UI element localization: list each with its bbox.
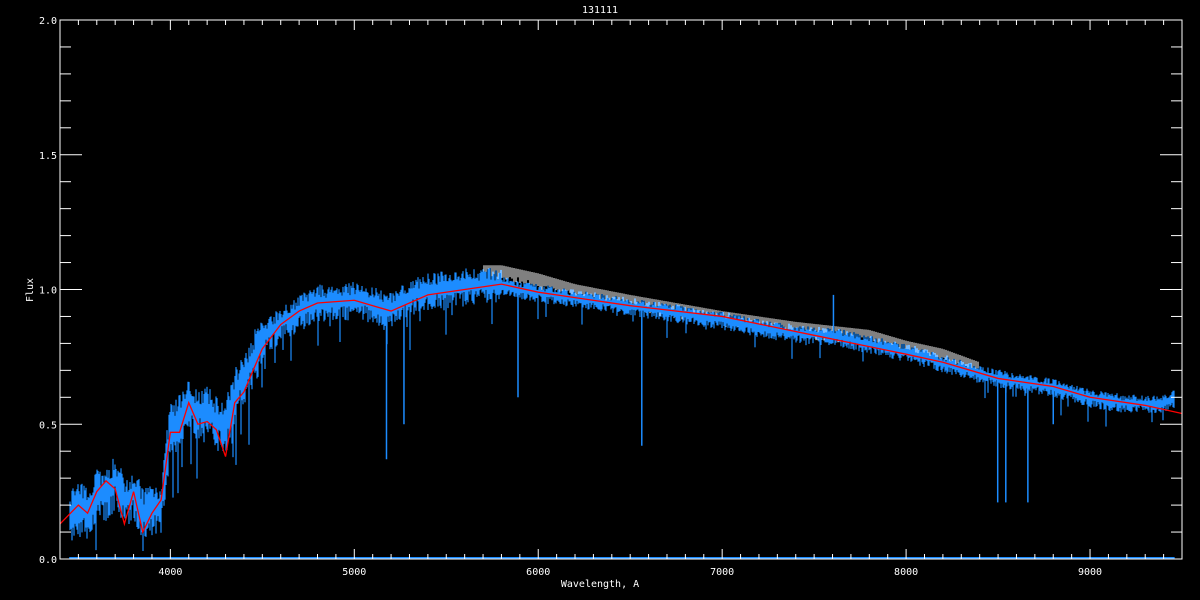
x-tick-label: 8000 xyxy=(894,567,918,578)
data-layer xyxy=(59,265,1183,559)
x-tick-label: 7000 xyxy=(710,567,734,578)
y-tick-label: 2.0 xyxy=(39,16,57,27)
model-line xyxy=(59,283,1183,534)
y-tick-label: 0.0 xyxy=(39,555,57,566)
y-tick-label: 1.5 xyxy=(39,151,57,162)
y-tick-label: 0.5 xyxy=(39,420,57,431)
x-tick-label: 5000 xyxy=(342,567,366,578)
axes xyxy=(59,19,1183,560)
y-tick-label: 1.0 xyxy=(39,286,57,297)
x-axis-label: Wavelength, A xyxy=(561,579,639,590)
tick-labels: 4000 5000 6000 7000 8000 9000 0.0 0.5 1.0 1.5 2.0 xyxy=(39,16,1102,578)
x-tick-label: 4000 xyxy=(158,567,182,578)
x-tick-label: 6000 xyxy=(526,567,550,578)
chart-title: 131111 xyxy=(582,5,618,16)
y-axis-label: Flux xyxy=(25,278,36,302)
x-tick-label: 9000 xyxy=(1078,567,1102,578)
